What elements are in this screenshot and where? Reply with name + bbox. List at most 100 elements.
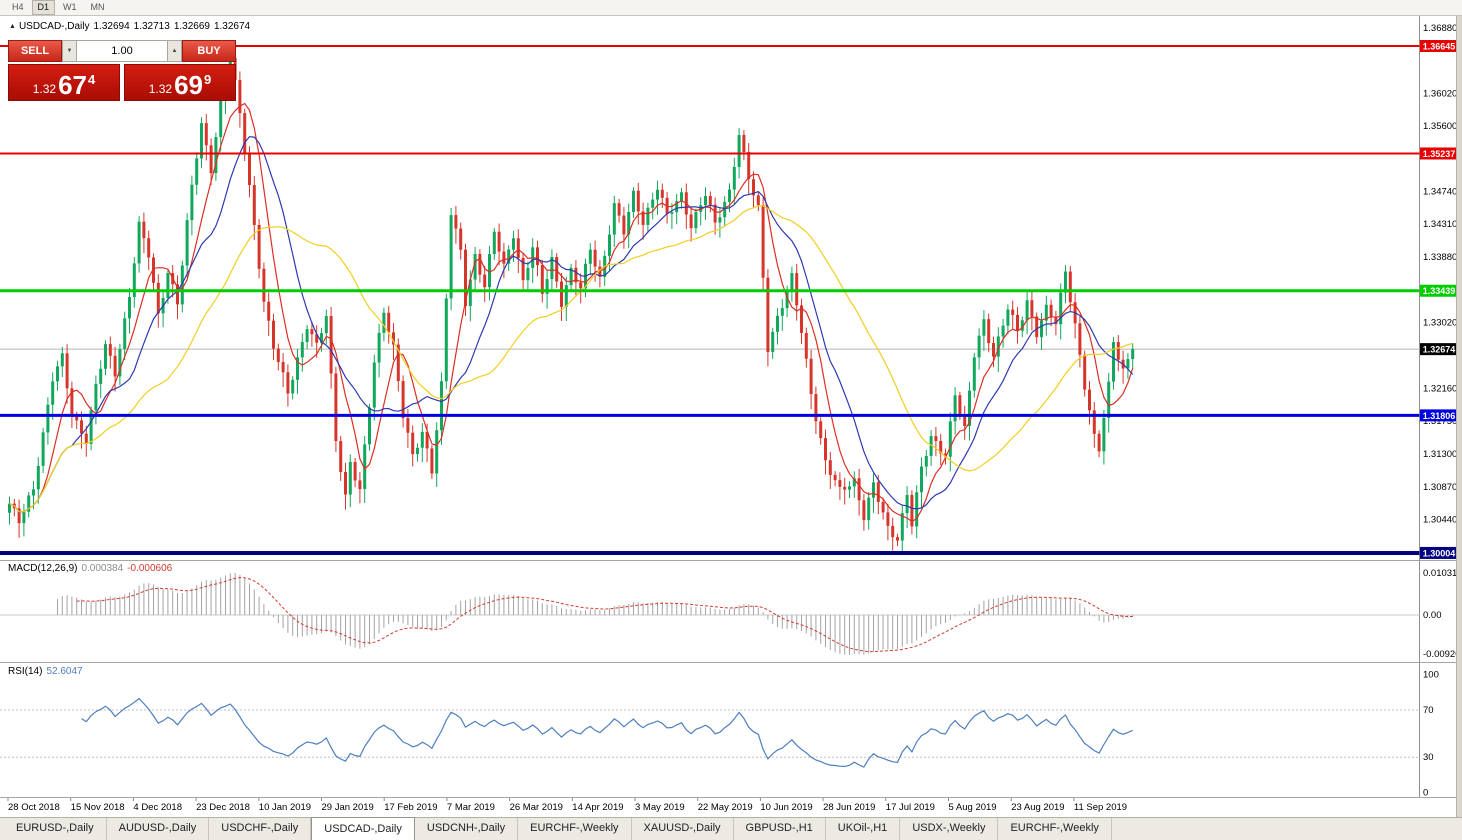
price-tag-label: 1.35237 xyxy=(1423,149,1456,159)
chart-tab-usdchf-daily[interactable]: USDCHF-,Daily xyxy=(209,818,312,840)
date-label: 28 Jun 2019 xyxy=(823,802,875,813)
date-label: 11 Sep 2019 xyxy=(1074,802,1127,813)
date-label: 23 Aug 2019 xyxy=(1011,802,1064,813)
bid-ask-row: 1.32 67 4 1.32 69 9 xyxy=(8,64,236,101)
price-tick-label: 1.32160 xyxy=(1423,383,1457,394)
macd-signal-value: -0.000606 xyxy=(127,563,173,574)
volume-input[interactable] xyxy=(77,40,167,62)
price-tick-label: 1.30870 xyxy=(1423,482,1457,493)
price-tick-label: 1.30440 xyxy=(1423,515,1457,526)
date-label: 15 Nov 2018 xyxy=(71,802,125,813)
pane-separators xyxy=(0,16,1462,799)
date-label: 10 Jan 2019 xyxy=(259,802,311,813)
bid-price-display[interactable]: 1.32 67 4 xyxy=(8,64,120,101)
chart-tab-eurusd-daily[interactable]: EURUSD-,Daily xyxy=(4,818,107,840)
bid-prefix: 1.32 xyxy=(32,82,57,96)
quote-close: 1.32674 xyxy=(213,21,251,32)
timeframe-button-h4[interactable]: H4 xyxy=(12,2,24,12)
date-label: 5 Aug 2019 xyxy=(949,802,997,813)
macd-indicator xyxy=(0,573,1420,655)
macd-axis-label: 0.010311 xyxy=(1423,568,1462,579)
price-tick-label: 1.36880 xyxy=(1423,23,1457,34)
date-label: 10 Jun 2019 xyxy=(760,802,812,813)
price-tick-label: 1.35600 xyxy=(1423,121,1457,132)
chart-tab-eurchf-weekly[interactable]: EURCHF-,Weekly xyxy=(518,818,632,840)
rsi-name: RSI(14) xyxy=(8,666,43,677)
macd-indicator-label: MACD(12,26,9) 0.000384 -0.000606 xyxy=(8,563,172,574)
date-label: 17 Jul 2019 xyxy=(886,802,935,813)
date-label: 14 Apr 2019 xyxy=(572,802,623,813)
date-label: 28 Oct 2018 xyxy=(8,802,60,813)
volume-decrease-button[interactable]: ▼ xyxy=(62,40,77,62)
ask-big-digits: 69 xyxy=(174,70,204,100)
date-label: 3 May 2019 xyxy=(635,802,685,813)
chart-tab-audusd-daily[interactable]: AUDUSD-,Daily xyxy=(107,818,210,840)
candlestick-series xyxy=(8,49,1135,554)
price-tick-label: 1.31730 xyxy=(1423,416,1457,427)
timeframe-buttons: H4 D1 W1 MN xyxy=(6,0,111,15)
bid-big-digits: 67 xyxy=(58,70,88,100)
date-label: 17 Feb 2019 xyxy=(384,802,437,813)
chart-tab-usdcnh-daily[interactable]: USDCNH-,Daily xyxy=(415,818,519,840)
timeframe-button-d1[interactable]: D1 xyxy=(31,0,56,15)
price-tag-label: 1.30004 xyxy=(1423,548,1456,558)
rsi-indicator xyxy=(0,697,1420,768)
chart-tab-usdcad-daily[interactable]: USDCAD-,Daily xyxy=(311,817,415,840)
price-tick-label: 1.33020 xyxy=(1423,318,1457,329)
chart-tab-xauusd-daily[interactable]: XAUUSD-,Daily xyxy=(632,818,734,840)
price-tick-label: 1.33880 xyxy=(1423,252,1457,263)
date-label: 29 Jan 2019 xyxy=(322,802,374,813)
macd-main-value: 0.000384 xyxy=(81,563,124,574)
price-tags: 1.36645 1.35237 1.33439 1.31806 1.30004 1.326… xyxy=(1420,40,1458,559)
rsi-axis-label: 70 xyxy=(1423,705,1434,716)
timeframe-button-w1[interactable]: W1 xyxy=(63,2,77,12)
price-tag-label: 1.32674 xyxy=(1423,345,1456,355)
rsi-value: 52.6047 xyxy=(46,666,83,677)
macd-name: MACD(12,26,9) xyxy=(8,563,78,574)
chart-tab-ukoil-h1[interactable]: UKOil-,H1 xyxy=(826,818,901,840)
price-tag-label: 1.31806 xyxy=(1423,411,1456,421)
chart-tab-usdx-weekly[interactable]: USDX-,Weekly xyxy=(900,818,999,840)
date-label: 23 Dec 2018 xyxy=(196,802,250,813)
chart-tab-eurchf-weekly[interactable]: EURCHF-,Weekly xyxy=(998,818,1112,840)
timeframe-button-mn[interactable]: MN xyxy=(90,2,105,12)
timeframe-toolbar: H4 D1 W1 MN xyxy=(0,0,1462,16)
ask-prefix: 1.32 xyxy=(148,82,173,96)
buy-button[interactable]: BUY xyxy=(182,40,236,62)
date-axis: 28 Oct 2018 15 Nov 2018 4 Dec 2018 23 Dec 2… xyxy=(7,798,1127,813)
price-tick-label: 1.34740 xyxy=(1423,186,1457,197)
rsi-axis-label: 0 xyxy=(1423,788,1428,799)
bid-pipette-digit: 4 xyxy=(88,72,96,87)
date-label: 4 Dec 2018 xyxy=(133,802,182,813)
date-label: 22 May 2019 xyxy=(698,802,753,813)
quote-low: 1.32669 xyxy=(173,21,210,32)
price-tick-label: 1.36020 xyxy=(1423,89,1457,100)
rsi-indicator-label: RSI(14) 52.6047 xyxy=(8,666,83,677)
window-right-edge xyxy=(1456,16,1462,817)
horizontal-level-lines[interactable] xyxy=(0,45,1420,555)
indicator-axis-labels: 0.010311 0.00 -0.009203 100 70 30 0 xyxy=(1423,568,1462,799)
chart-symbol-label: USDCAD-,Daily xyxy=(18,21,90,32)
collapse-chart-icon[interactable]: ▲ xyxy=(9,23,16,30)
macd-axis-label: -0.009203 xyxy=(1423,649,1462,660)
rsi-axis-label: 100 xyxy=(1423,670,1439,681)
date-label: 26 Mar 2019 xyxy=(510,802,563,813)
ask-pipette-digit: 9 xyxy=(204,72,212,87)
volume-increase-button[interactable]: ▲ xyxy=(167,40,182,62)
chart-title: ▲ USDCAD-,Daily 1.32694 1.32713 1.32669 1.326… xyxy=(9,21,254,32)
ask-price-display[interactable]: 1.32 69 9 xyxy=(124,64,236,101)
quote-high: 1.32713 xyxy=(133,21,170,32)
sell-button[interactable]: SELL xyxy=(8,40,62,62)
trade-controls-row: SELL ▼ ▲ BUY xyxy=(8,40,236,62)
price-axis: 1.36880 1.36020 1.35600 1.34740 1.34310 1.338… xyxy=(1423,23,1457,526)
price-tag-label: 1.36645 xyxy=(1423,42,1456,52)
price-tick-label: 1.31300 xyxy=(1423,449,1457,460)
macd-axis-label: 0.00 xyxy=(1423,610,1442,621)
quote-open: 1.32694 xyxy=(93,21,130,32)
date-label: 7 Mar 2019 xyxy=(447,802,495,813)
chart-tab-gbpusd-h1[interactable]: GBPUSD-,H1 xyxy=(734,818,826,840)
chart-tabs-bar: EURUSD-,Daily AUDUSD-,Daily USDCHF-,Daily U… xyxy=(0,817,1462,840)
